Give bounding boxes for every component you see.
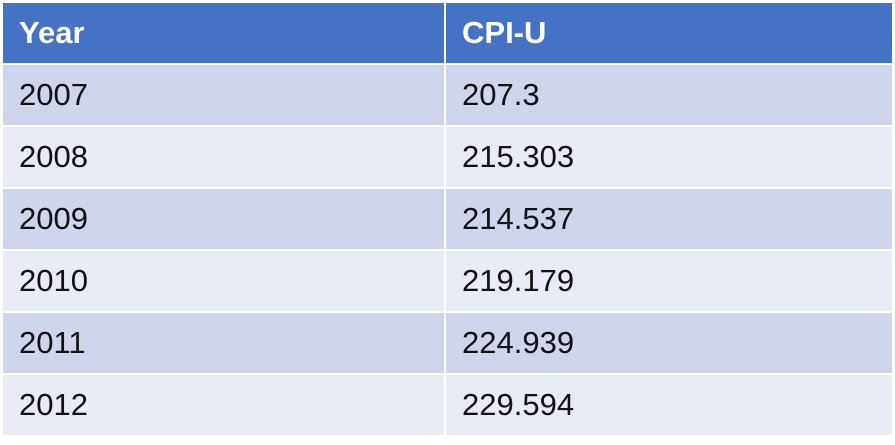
cpi-table: Year CPI-U 2007 207.3 2008 215.303 2009 … (3, 3, 892, 435)
cpi-u-cell: 214.537 (446, 189, 892, 249)
table-row: 2009 214.537 (3, 189, 892, 251)
cpi-u-cell: 224.939 (446, 313, 892, 373)
table-row: 2008 215.303 (3, 127, 892, 189)
year-cell: 2010 (3, 251, 446, 311)
year-cell: 2011 (3, 313, 446, 373)
table-row: 2012 229.594 (3, 375, 892, 435)
column-header-year: Year (3, 3, 446, 63)
cpi-u-cell: 229.594 (446, 375, 892, 435)
year-cell: 2009 (3, 189, 446, 249)
table-header-row: Year CPI-U (3, 3, 892, 65)
column-header-cpi-u: CPI-U (446, 3, 892, 63)
year-cell: 2012 (3, 375, 446, 435)
table-row: 2010 219.179 (3, 251, 892, 313)
year-cell: 2008 (3, 127, 446, 187)
year-cell: 2007 (3, 65, 446, 125)
table-row: 2007 207.3 (3, 65, 892, 127)
table-row: 2011 224.939 (3, 313, 892, 375)
cpi-u-cell: 219.179 (446, 251, 892, 311)
cpi-u-cell: 207.3 (446, 65, 892, 125)
cpi-u-cell: 215.303 (446, 127, 892, 187)
